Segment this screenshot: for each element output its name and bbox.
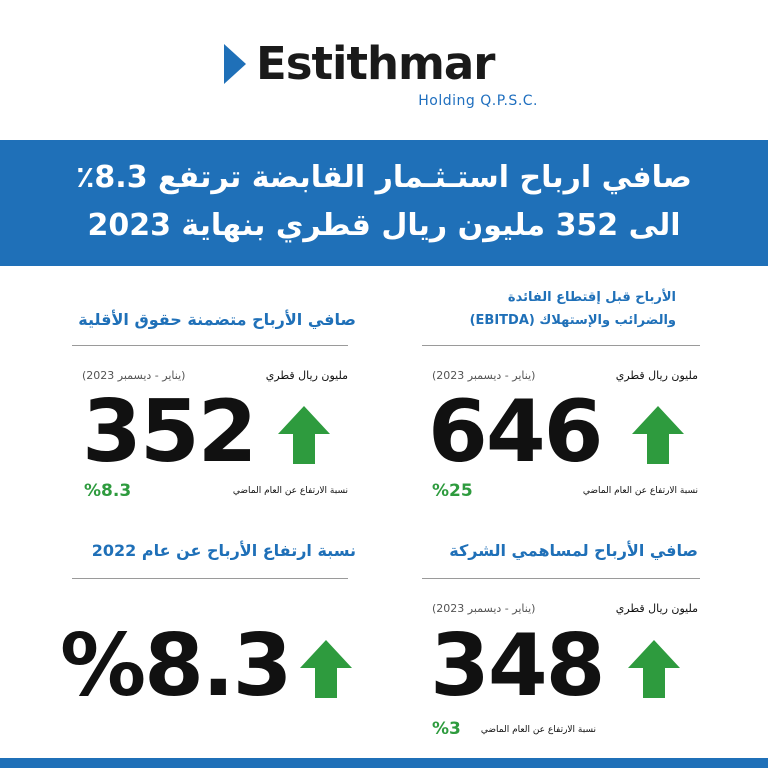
net-profit-minority-divider [72, 345, 348, 346]
net-profit-shareholders-growth: %3 [432, 719, 461, 739]
up-arrow-icon [300, 640, 352, 698]
net-profit-minority-title: صافي الأرباح متضمنة حقوق الأقلية [78, 310, 356, 329]
up-arrow-icon [278, 406, 330, 464]
net-profit-minority-growth: %8.3 [84, 481, 132, 501]
ebitda-growth-caption: نسبة الارتفاع عن العام الماضي [582, 486, 698, 496]
ebitda-growth: %25 [432, 481, 473, 501]
net-profit-shareholders-value: 348 [430, 616, 606, 716]
net-profit-minority-growth-caption: نسبة الارتفاع عن العام الماضي [232, 486, 348, 496]
growth-rate-value: %8.3 [60, 616, 293, 716]
net-profit-shareholders-period: (يناير - ديسمبر 2023) [432, 602, 536, 615]
up-arrow-icon [628, 640, 680, 698]
net-profit-shareholders-growth-caption: نسبة الارتفاع عن العام الماضي [480, 725, 596, 735]
logo-wordmark: Estithmar [256, 37, 495, 90]
headline-banner [0, 140, 768, 266]
net-profit-minority-unit: مليون ريال قطري [265, 369, 348, 382]
net-profit-shareholders-divider [422, 578, 700, 579]
logo-subtitle: Holding Q.P.S.C. [418, 93, 538, 109]
ebitda-title-line-2: والضرائب والإستهلاك (EBITDA) [469, 313, 676, 328]
headline-line-1: صافي ارباح استـثـمار القابضة ترتفع 8.3٪ [76, 160, 692, 195]
ebitda-title-line-1: الأرباح قبل إقتطاع الفائدة [507, 290, 676, 305]
net-profit-shareholders-unit: مليون ريال قطري [615, 602, 698, 615]
net-profit-minority-period: (يناير - ديسمبر 2023) [82, 369, 186, 382]
up-arrow-icon [632, 406, 684, 464]
net-profit-minority-value: 352 [82, 382, 258, 482]
ebitda-unit: مليون ريال قطري [615, 369, 698, 382]
headline-line-2: الى 352 مليون ريال قطري بنهاية 2023 [87, 208, 681, 243]
logo-chevron-icon [224, 44, 246, 84]
growth-rate-title: نسبة ارتفاع الأرباح عن عام 2022 [91, 541, 356, 560]
ebitda-divider [422, 345, 700, 346]
ebitda-period: (يناير - ديسمبر 2023) [432, 369, 536, 382]
footer-bar [0, 758, 768, 768]
net-profit-shareholders-title: صافي الأرباح لمساهمي الشركة [449, 541, 698, 560]
ebitda-value: 646 [428, 382, 604, 482]
growth-rate-divider [72, 578, 348, 579]
